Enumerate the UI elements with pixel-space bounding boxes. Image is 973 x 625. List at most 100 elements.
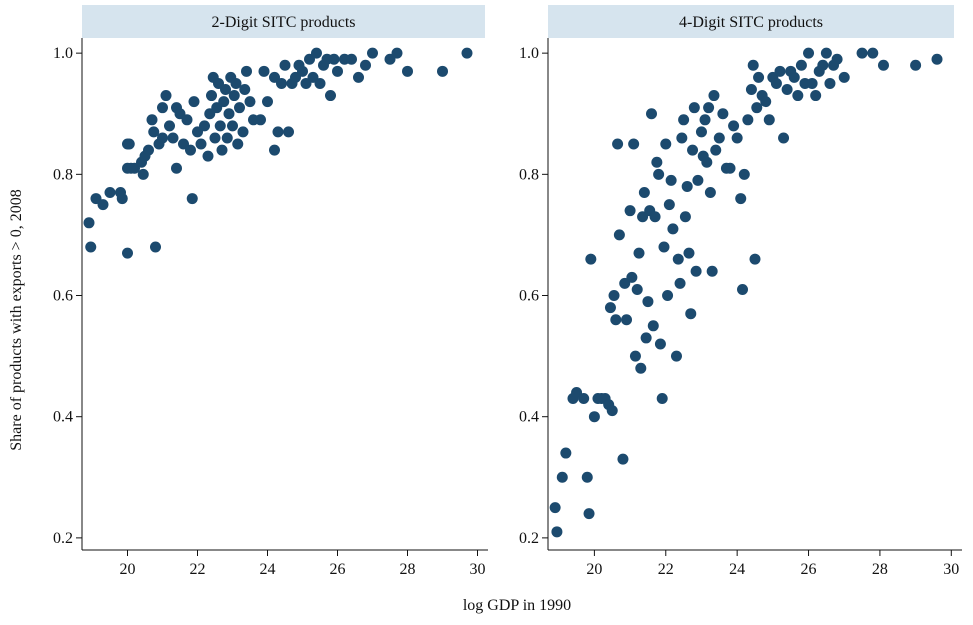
data-point <box>856 47 868 59</box>
data-point <box>181 114 193 126</box>
x-tick-label: 26 <box>330 561 346 578</box>
ticks-group: 20 22 24 26 28 30 0.2 0.4 0.6 0.8 1.0 <box>519 45 959 578</box>
data-point <box>817 59 829 71</box>
data-point <box>658 241 670 253</box>
data-point <box>325 90 336 102</box>
data-point <box>910 59 922 71</box>
data-point <box>606 405 618 417</box>
data-point <box>206 90 217 102</box>
data-point <box>237 126 249 138</box>
data-point <box>738 168 750 180</box>
data-point <box>770 77 782 89</box>
data-point <box>232 138 244 150</box>
data-point <box>663 199 675 211</box>
data-point <box>670 350 682 362</box>
data-point <box>640 332 652 344</box>
data-point <box>269 144 280 156</box>
data-point <box>188 96 200 108</box>
data-point <box>588 411 600 423</box>
data-point <box>171 162 182 174</box>
data-point <box>687 144 699 156</box>
data-point <box>581 471 593 483</box>
data-point <box>328 53 340 65</box>
data-point <box>585 253 597 265</box>
data-point <box>692 174 704 186</box>
data-point <box>122 247 133 259</box>
data-point <box>820 47 832 59</box>
data-point <box>185 144 196 156</box>
data-point <box>742 114 754 126</box>
data-point <box>735 193 747 205</box>
data-point <box>116 193 128 205</box>
data-point <box>713 132 725 144</box>
data-point <box>745 84 757 96</box>
data-point <box>792 90 804 102</box>
panel-title-strip <box>82 5 485 38</box>
x-tick-label: 20 <box>120 561 136 578</box>
data-point <box>760 96 772 108</box>
data-point <box>123 138 135 150</box>
data-point <box>631 283 643 295</box>
data-point <box>461 47 473 59</box>
data-point <box>104 187 116 199</box>
data-point <box>220 84 231 96</box>
data-point <box>806 77 818 89</box>
data-point <box>230 77 242 89</box>
x-tick-label: 24 <box>729 561 745 578</box>
data-point <box>604 302 616 314</box>
y-tick-label: 0.4 <box>519 409 539 426</box>
data-point <box>824 77 836 89</box>
data-point <box>633 247 645 259</box>
data-point <box>167 132 179 144</box>
data-point <box>662 290 674 302</box>
data-point <box>612 138 624 150</box>
y-tick-label: 0.8 <box>519 166 539 183</box>
panel-title: 2-Digit SITC products <box>212 14 356 31</box>
data-point <box>621 314 633 326</box>
data-point <box>549 502 561 514</box>
data-point <box>209 132 221 144</box>
data-point <box>931 53 943 65</box>
y-tick-label: 0.6 <box>53 288 73 305</box>
data-point <box>717 108 729 120</box>
data-point <box>353 71 364 83</box>
data-point <box>551 526 563 538</box>
data-point <box>437 65 448 77</box>
points-group <box>549 47 943 538</box>
data-point <box>148 126 160 138</box>
data-point <box>649 211 661 223</box>
data-point <box>638 187 650 199</box>
data-point <box>629 350 641 362</box>
data-point <box>708 90 720 102</box>
data-point <box>186 193 198 205</box>
data-point <box>239 84 251 96</box>
data-point <box>831 53 843 65</box>
y-tick-label: 1.0 <box>53 45 73 62</box>
data-point <box>391 47 403 59</box>
data-point <box>157 132 168 144</box>
x-tick-label: 30 <box>470 561 486 578</box>
data-point <box>402 65 413 77</box>
data-point <box>583 508 595 520</box>
data-point <box>654 338 666 350</box>
data-point <box>255 114 266 126</box>
data-point <box>610 314 622 326</box>
data-point <box>667 223 679 235</box>
data-point <box>617 453 629 465</box>
data-point <box>199 120 210 132</box>
data-point <box>218 96 230 108</box>
data-point <box>653 168 665 180</box>
data-point <box>647 320 659 332</box>
data-point <box>683 247 695 259</box>
data-point <box>578 393 590 405</box>
data-point <box>695 126 707 138</box>
data-point <box>613 229 625 241</box>
data-point <box>360 59 371 71</box>
data-point <box>244 96 256 108</box>
data-point <box>747 59 759 71</box>
data-point <box>85 241 97 253</box>
data-point <box>803 47 815 59</box>
data-point <box>234 102 245 114</box>
data-point <box>685 308 697 320</box>
